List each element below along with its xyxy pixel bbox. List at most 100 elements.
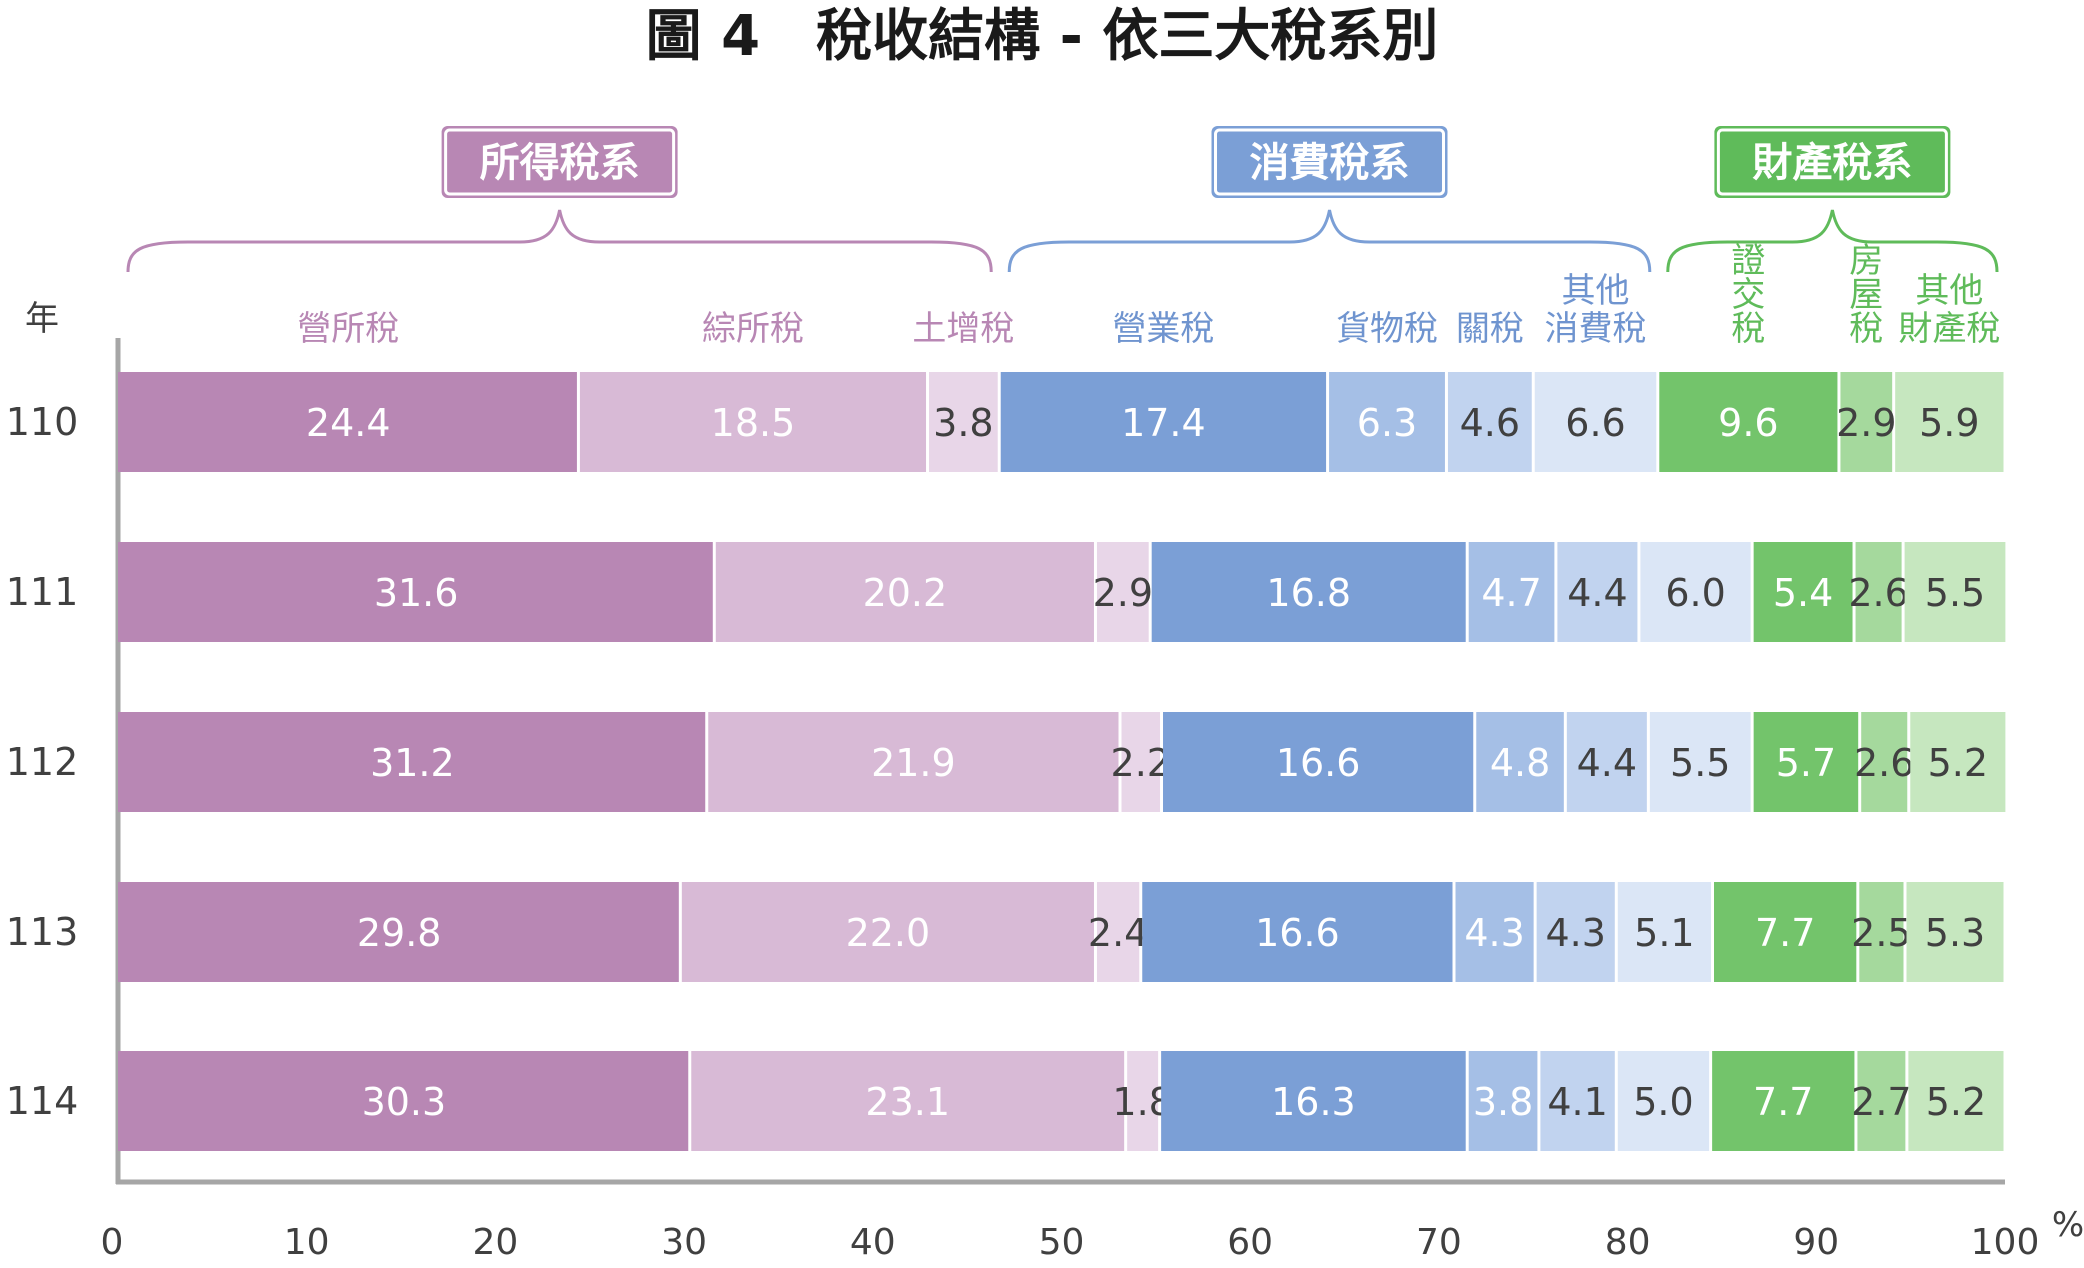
chart-title: 圖 4 稅收結構 - 依三大稅系別 <box>646 4 1439 69</box>
data-label: 2.5 <box>1851 911 1911 955</box>
group-label: 消費稅系 <box>1250 140 1410 186</box>
data-label: 16.6 <box>1255 911 1340 955</box>
bar-segment-series-3 <box>1151 542 1466 642</box>
bar-segment-series-4 <box>1455 882 1534 982</box>
x-tick-label: 0 <box>101 1222 124 1263</box>
data-label: 31.2 <box>370 741 455 785</box>
data-label: 3.8 <box>933 401 993 445</box>
data-label: 5.2 <box>1926 1080 1986 1124</box>
data-label: 5.4 <box>1773 571 1833 615</box>
data-label: 5.3 <box>1925 911 1985 955</box>
category-label: 113 <box>6 910 79 954</box>
x-tick-label: 100 <box>1971 1222 2040 1263</box>
bar-segment-series-6 <box>1617 1051 1710 1151</box>
x-tick-label: 90 <box>1793 1222 1839 1263</box>
bar-segment-series-8 <box>1855 542 1902 642</box>
x-tick-label: 80 <box>1605 1222 1651 1263</box>
bar-segment-series-7 <box>1659 372 1838 472</box>
bar-segment-series-4 <box>1468 1051 1538 1151</box>
data-label: 6.3 <box>1357 401 1417 445</box>
bar-segment-series-9 <box>1910 712 2006 812</box>
series-label: 交 <box>1731 275 1765 315</box>
data-label: 23.1 <box>865 1080 950 1124</box>
data-label: 24.4 <box>306 401 391 445</box>
bar-segment-series-8 <box>1840 372 1893 472</box>
series-label: 房 <box>1849 241 1883 281</box>
bar-segment-series-5 <box>1540 1051 1615 1151</box>
x-tick-label: 70 <box>1416 1222 1462 1263</box>
bar-segment-series-4 <box>1476 712 1564 812</box>
data-label: 21.9 <box>871 741 956 785</box>
bar-segment-series-0 <box>118 712 706 812</box>
bar-segment-series-6 <box>1617 882 1712 982</box>
series-label: 其他 <box>1915 271 1983 311</box>
bar-segment-series-3 <box>1142 882 1453 982</box>
data-label: 2.6 <box>1848 571 1908 615</box>
category-label: 112 <box>6 740 79 784</box>
category-label: 114 <box>6 1079 79 1123</box>
data-label: 4.7 <box>1481 571 1541 615</box>
x-unit-label: % <box>2052 1205 2084 1245</box>
data-label: 2.7 <box>1851 1080 1911 1124</box>
bar-segment-series-0 <box>118 882 679 982</box>
series-label: 財產稅 <box>1898 309 2000 349</box>
data-label: 4.6 <box>1460 401 1520 445</box>
data-label: 7.7 <box>1753 1080 1813 1124</box>
bar-segment-series-5 <box>1557 542 1638 642</box>
bar-segment-series-8 <box>1861 712 1908 812</box>
data-label: 5.5 <box>1925 571 1985 615</box>
bar-segment-series-8 <box>1857 1051 1906 1151</box>
group-label-box <box>1714 126 1951 198</box>
series-label: 關稅 <box>1456 309 1524 349</box>
data-label: 4.3 <box>1464 911 1524 955</box>
data-label: 16.8 <box>1266 571 1351 615</box>
data-label: 3.8 <box>1473 1080 1533 1124</box>
series-label: 其他 <box>1562 271 1630 311</box>
category-label: 111 <box>6 570 79 614</box>
data-label: 5.5 <box>1670 741 1730 785</box>
data-label: 4.3 <box>1545 911 1605 955</box>
data-label: 4.4 <box>1577 741 1637 785</box>
bar-segment-series-7 <box>1753 712 1859 812</box>
bar-segment-series-9 <box>1904 542 2006 642</box>
bar-segment-series-1 <box>691 1051 1125 1151</box>
bar-segment-series-0 <box>118 542 713 642</box>
bar-segment-series-2 <box>1127 1051 1159 1151</box>
group-label-inner-border <box>1716 128 1948 196</box>
bar-segment-series-9 <box>1908 1051 2004 1151</box>
series-label: 綜所稅 <box>702 309 804 349</box>
bar-segment-series-6 <box>1534 372 1657 472</box>
bar-segment-series-2 <box>929 372 998 472</box>
bar-segment-series-3 <box>1163 712 1474 812</box>
data-label: 16.3 <box>1271 1080 1356 1124</box>
bar-segment-series-3 <box>1161 1051 1466 1151</box>
bar-segment-series-4 <box>1329 372 1445 472</box>
data-label: 7.7 <box>1755 911 1815 955</box>
bar-segment-series-4 <box>1468 542 1555 642</box>
data-label: 2.4 <box>1088 911 1148 955</box>
data-label: 20.2 <box>863 571 948 615</box>
data-label: 5.2 <box>1928 741 1988 785</box>
data-label: 4.4 <box>1567 571 1627 615</box>
bar-segment-series-8 <box>1859 882 1904 982</box>
series-label: 營業稅 <box>1112 309 1214 349</box>
bar-segment-series-6 <box>1640 542 1751 642</box>
group-label-inner-border <box>1214 128 1446 196</box>
bar-segment-series-7 <box>1753 542 1853 642</box>
bar-segment-series-9 <box>1895 372 2004 472</box>
x-tick-label: 30 <box>661 1222 707 1263</box>
bar-segment-series-3 <box>1000 372 1327 472</box>
data-label: 22.0 <box>846 911 931 955</box>
row-axis-label: 年 <box>25 299 59 339</box>
bar-segment-series-0 <box>118 372 577 472</box>
bar-segment-series-7 <box>1714 882 1857 982</box>
series-label: 屋 <box>1849 275 1883 315</box>
bar-segment-series-5 <box>1447 372 1532 472</box>
bar-segment-series-7 <box>1712 1051 1855 1151</box>
data-label: 16.6 <box>1276 741 1361 785</box>
bar-segment-series-2 <box>1096 882 1140 982</box>
x-tick-label: 50 <box>1039 1222 1085 1263</box>
group-label-box <box>1211 126 1448 198</box>
